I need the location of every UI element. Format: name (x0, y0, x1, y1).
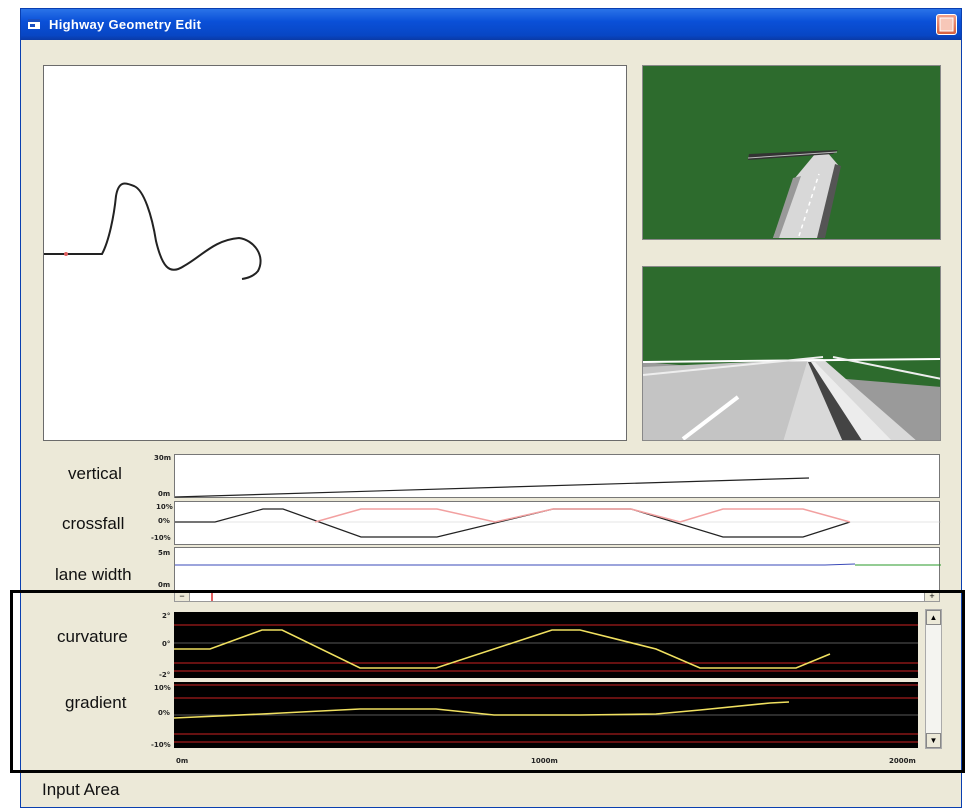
vertical-profile-chart[interactable] (174, 454, 940, 498)
app-icon (28, 19, 40, 29)
vertical-profile-label: vertical (68, 464, 122, 483)
gradient-ytick-mid: 0% (158, 709, 170, 717)
close-icon (939, 17, 954, 32)
plan-view[interactable] (43, 65, 627, 441)
vertical-scrollbar[interactable]: ▲ ▼ (925, 609, 942, 749)
close-button[interactable] (936, 14, 957, 35)
gradient-editor-chart[interactable] (173, 682, 918, 748)
scroll-minus-button[interactable]: − (175, 592, 190, 601)
x-axis-end: 2000m (889, 757, 916, 765)
curvature-label: curvature (57, 627, 128, 646)
road-alignment-plan (44, 182, 262, 280)
driver-view-3d[interactable] (642, 266, 941, 441)
input-area-label: Input Area (42, 780, 120, 799)
crossfall-ytick-top: 10% (156, 503, 173, 511)
x-axis-mid: 1000m (531, 757, 558, 765)
input-area-highlight (10, 590, 965, 773)
crossfall-ytick-mid: 0% (158, 517, 170, 525)
curvature-editor-chart[interactable] (174, 612, 918, 678)
start-marker[interactable] (64, 252, 68, 256)
title-bar[interactable]: Highway Geometry Edit (21, 9, 961, 40)
x-axis-start: 0m (176, 757, 189, 765)
lane-width-chart[interactable] (174, 547, 941, 591)
crossfall-label: crossfall (62, 514, 125, 533)
gradient-label: gradient (65, 693, 127, 712)
highway-geometry-window: Highway Geometry Edit (20, 8, 962, 808)
window-title: Highway Geometry Edit (49, 17, 202, 32)
gradient-line[interactable] (173, 701, 790, 719)
curvature-ytick-top: 2° (162, 612, 171, 620)
scroll-thumb-marker[interactable] (211, 592, 213, 601)
scroll-up-button[interactable]: ▲ (926, 610, 941, 625)
road-alignment-path (44, 182, 262, 280)
scroll-plus-button[interactable]: + (924, 592, 939, 601)
crossfall-ytick-bottom: -10% (151, 534, 171, 542)
lane-width-ytick-top: 5m (158, 549, 171, 557)
bird-view-3d[interactable] (642, 65, 941, 240)
curvature-line[interactable] (174, 629, 831, 669)
curvature-ytick-mid: 0° (162, 640, 171, 648)
vertical-ytick-top: 30m (154, 454, 172, 462)
crossfall-left-line (175, 508, 851, 538)
scroll-down-button[interactable]: ▼ (926, 733, 941, 748)
curvature-ytick-bottom: -2° (159, 671, 171, 679)
road-perspective-far (747, 150, 841, 238)
road-perspective-near (643, 356, 940, 440)
vertical-ytick-bottom: 0m (158, 490, 171, 498)
crossfall-right-line (314, 508, 851, 523)
vertical-profile-line (174, 477, 810, 498)
gradient-ytick-top: 10% (154, 684, 171, 692)
gradient-ytick-bottom: -10% (151, 741, 171, 749)
crossfall-chart[interactable] (174, 501, 941, 545)
lane-width-label: lane width (55, 565, 132, 584)
lane-width-ytick-bottom: 0m (158, 581, 171, 589)
